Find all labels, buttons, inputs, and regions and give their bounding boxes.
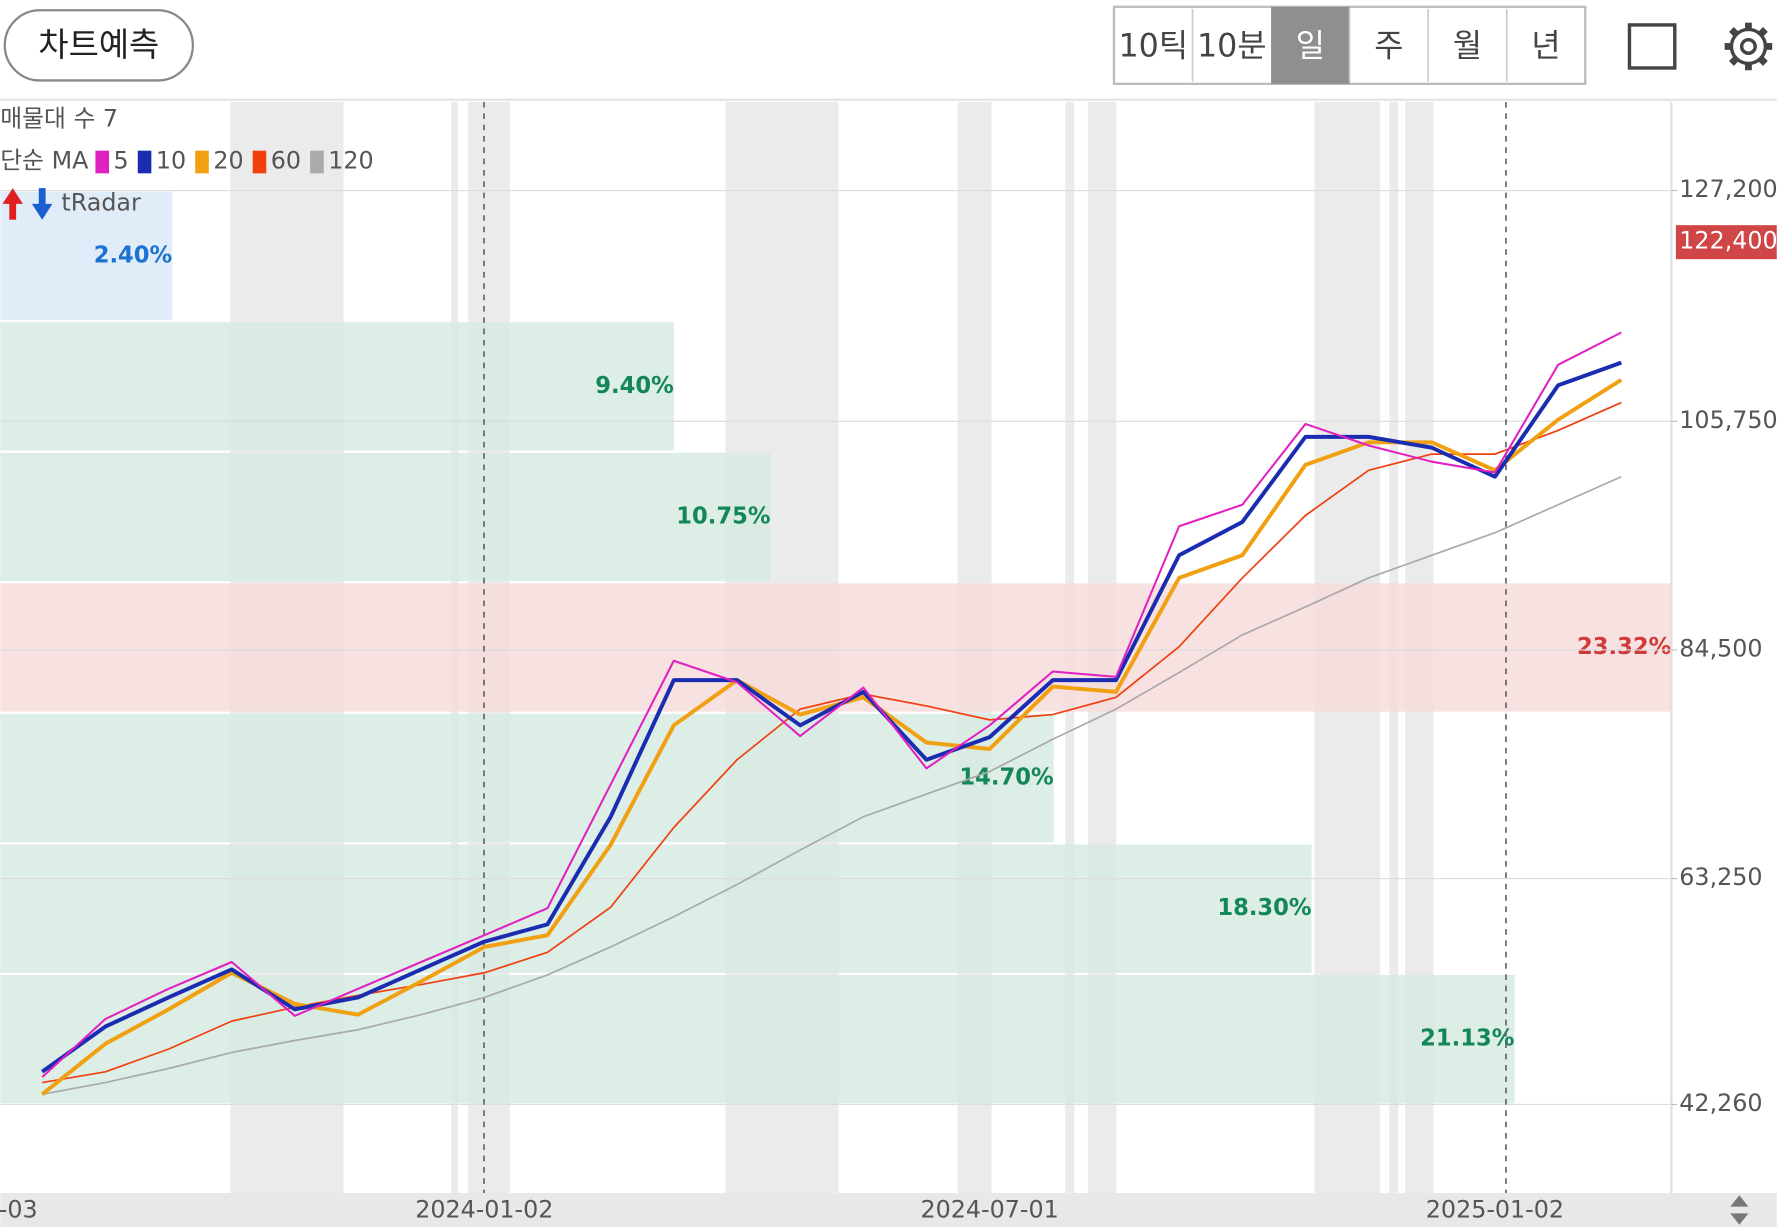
gear-teeth [1724, 22, 1773, 71]
period-selected-bg [1271, 6, 1350, 84]
period-button[interactable]: 월 [1453, 29, 1482, 65]
period-button[interactable]: 일 [1296, 29, 1325, 65]
settings-icon[interactable] [1724, 22, 1773, 71]
y-axis: 42,260 63,250 84,500 105,750 127,200 122,400 [1671, 175, 1777, 1117]
volume-profile-label: 9.40% [595, 373, 674, 399]
x-tick-label: 2024-07-01 [921, 1196, 1059, 1224]
y-tick-label: 127,200 [1679, 175, 1777, 203]
gear-hub [1739, 37, 1757, 55]
y-tick-label: 105,750 [1679, 406, 1777, 434]
grid [0, 189, 1672, 1106]
ma-line [41, 331, 1622, 1078]
ma-label: 단순 MA [0, 147, 89, 175]
volume-profile-bar [0, 322, 674, 451]
volume-profile-bar [0, 452, 771, 582]
gear-ring [1729, 27, 1768, 66]
period-button[interactable]: 년 [1531, 29, 1560, 65]
ma-line [42, 475, 1622, 1096]
period-selector: 10틱 10분 일 주 월 년 [1112, 5, 1587, 85]
legend-entry: 5 [114, 147, 129, 175]
y-tick-label: 42,260 [1679, 1089, 1762, 1117]
volume-profile-label: 10.75% [676, 503, 770, 529]
current-price-label: 122,400 [1679, 227, 1777, 255]
y-tick-label: 63,250 [1679, 863, 1762, 891]
legend-swatch [195, 150, 209, 174]
legend-swatch [95, 150, 110, 174]
predict-button-label[interactable]: 차트예측 [38, 26, 159, 64]
period-button[interactable]: 10분 [1197, 29, 1267, 65]
scroll-up-icon[interactable] [1730, 1195, 1749, 1207]
volume-profile-label: 2.40% [94, 242, 173, 268]
legend-entry: 120 [328, 147, 373, 175]
legend-swatch [310, 150, 324, 174]
x-tick-label: 2024-01-02 [415, 1196, 553, 1224]
volume-profile: 21.13%18.30%14.70%23.32%10.75%9.40%2.40% [0, 191, 1672, 1104]
volume-profile-bar [0, 191, 173, 320]
radar-up-icon [2, 188, 23, 220]
legend-entry: 60 [271, 147, 301, 175]
legend-entry: 20 [213, 147, 243, 175]
ma-legend: 단순 MA 5 10 20 60 120 [0, 147, 373, 175]
x-tick-label: 2025-01-02 [1426, 1196, 1564, 1224]
volume-profile-bar [0, 844, 1312, 973]
volume-profile-bar [0, 713, 1054, 843]
moving-averages [40, 331, 1623, 1096]
predict-button[interactable] [3, 9, 194, 82]
scroll-down-icon[interactable] [1730, 1213, 1749, 1225]
x-axis-bar [0, 1193, 1777, 1227]
x-tick-label: -03 [0, 1196, 38, 1224]
legend-entry: 10 [156, 147, 186, 175]
legend-swatch [252, 150, 267, 174]
current-price-tag [1675, 225, 1777, 260]
period-button[interactable]: 10틱 [1118, 29, 1188, 65]
fullscreen-icon[interactable] [1627, 23, 1677, 70]
ma-line [41, 360, 1622, 1074]
volume-profile-bar [0, 975, 1515, 1104]
legend-swatch [137, 150, 152, 174]
volume-profile-label: 23.32% [1577, 634, 1671, 660]
volume-profile-label: 18.30% [1217, 895, 1311, 921]
radar-label: tRadar [61, 188, 141, 216]
y-tick-label: 84,500 [1679, 634, 1762, 662]
radar-down-icon [31, 188, 53, 220]
period-button[interactable]: 주 [1374, 29, 1403, 65]
volume-profile-label: 매물대 수 7 [0, 105, 118, 133]
volume-profile-bar [0, 583, 1672, 712]
x-axis: -03 2024-01-02 2024-07-01 2025-01-02 [0, 1196, 1564, 1224]
volume-profile-label: 21.13% [1420, 1026, 1514, 1052]
